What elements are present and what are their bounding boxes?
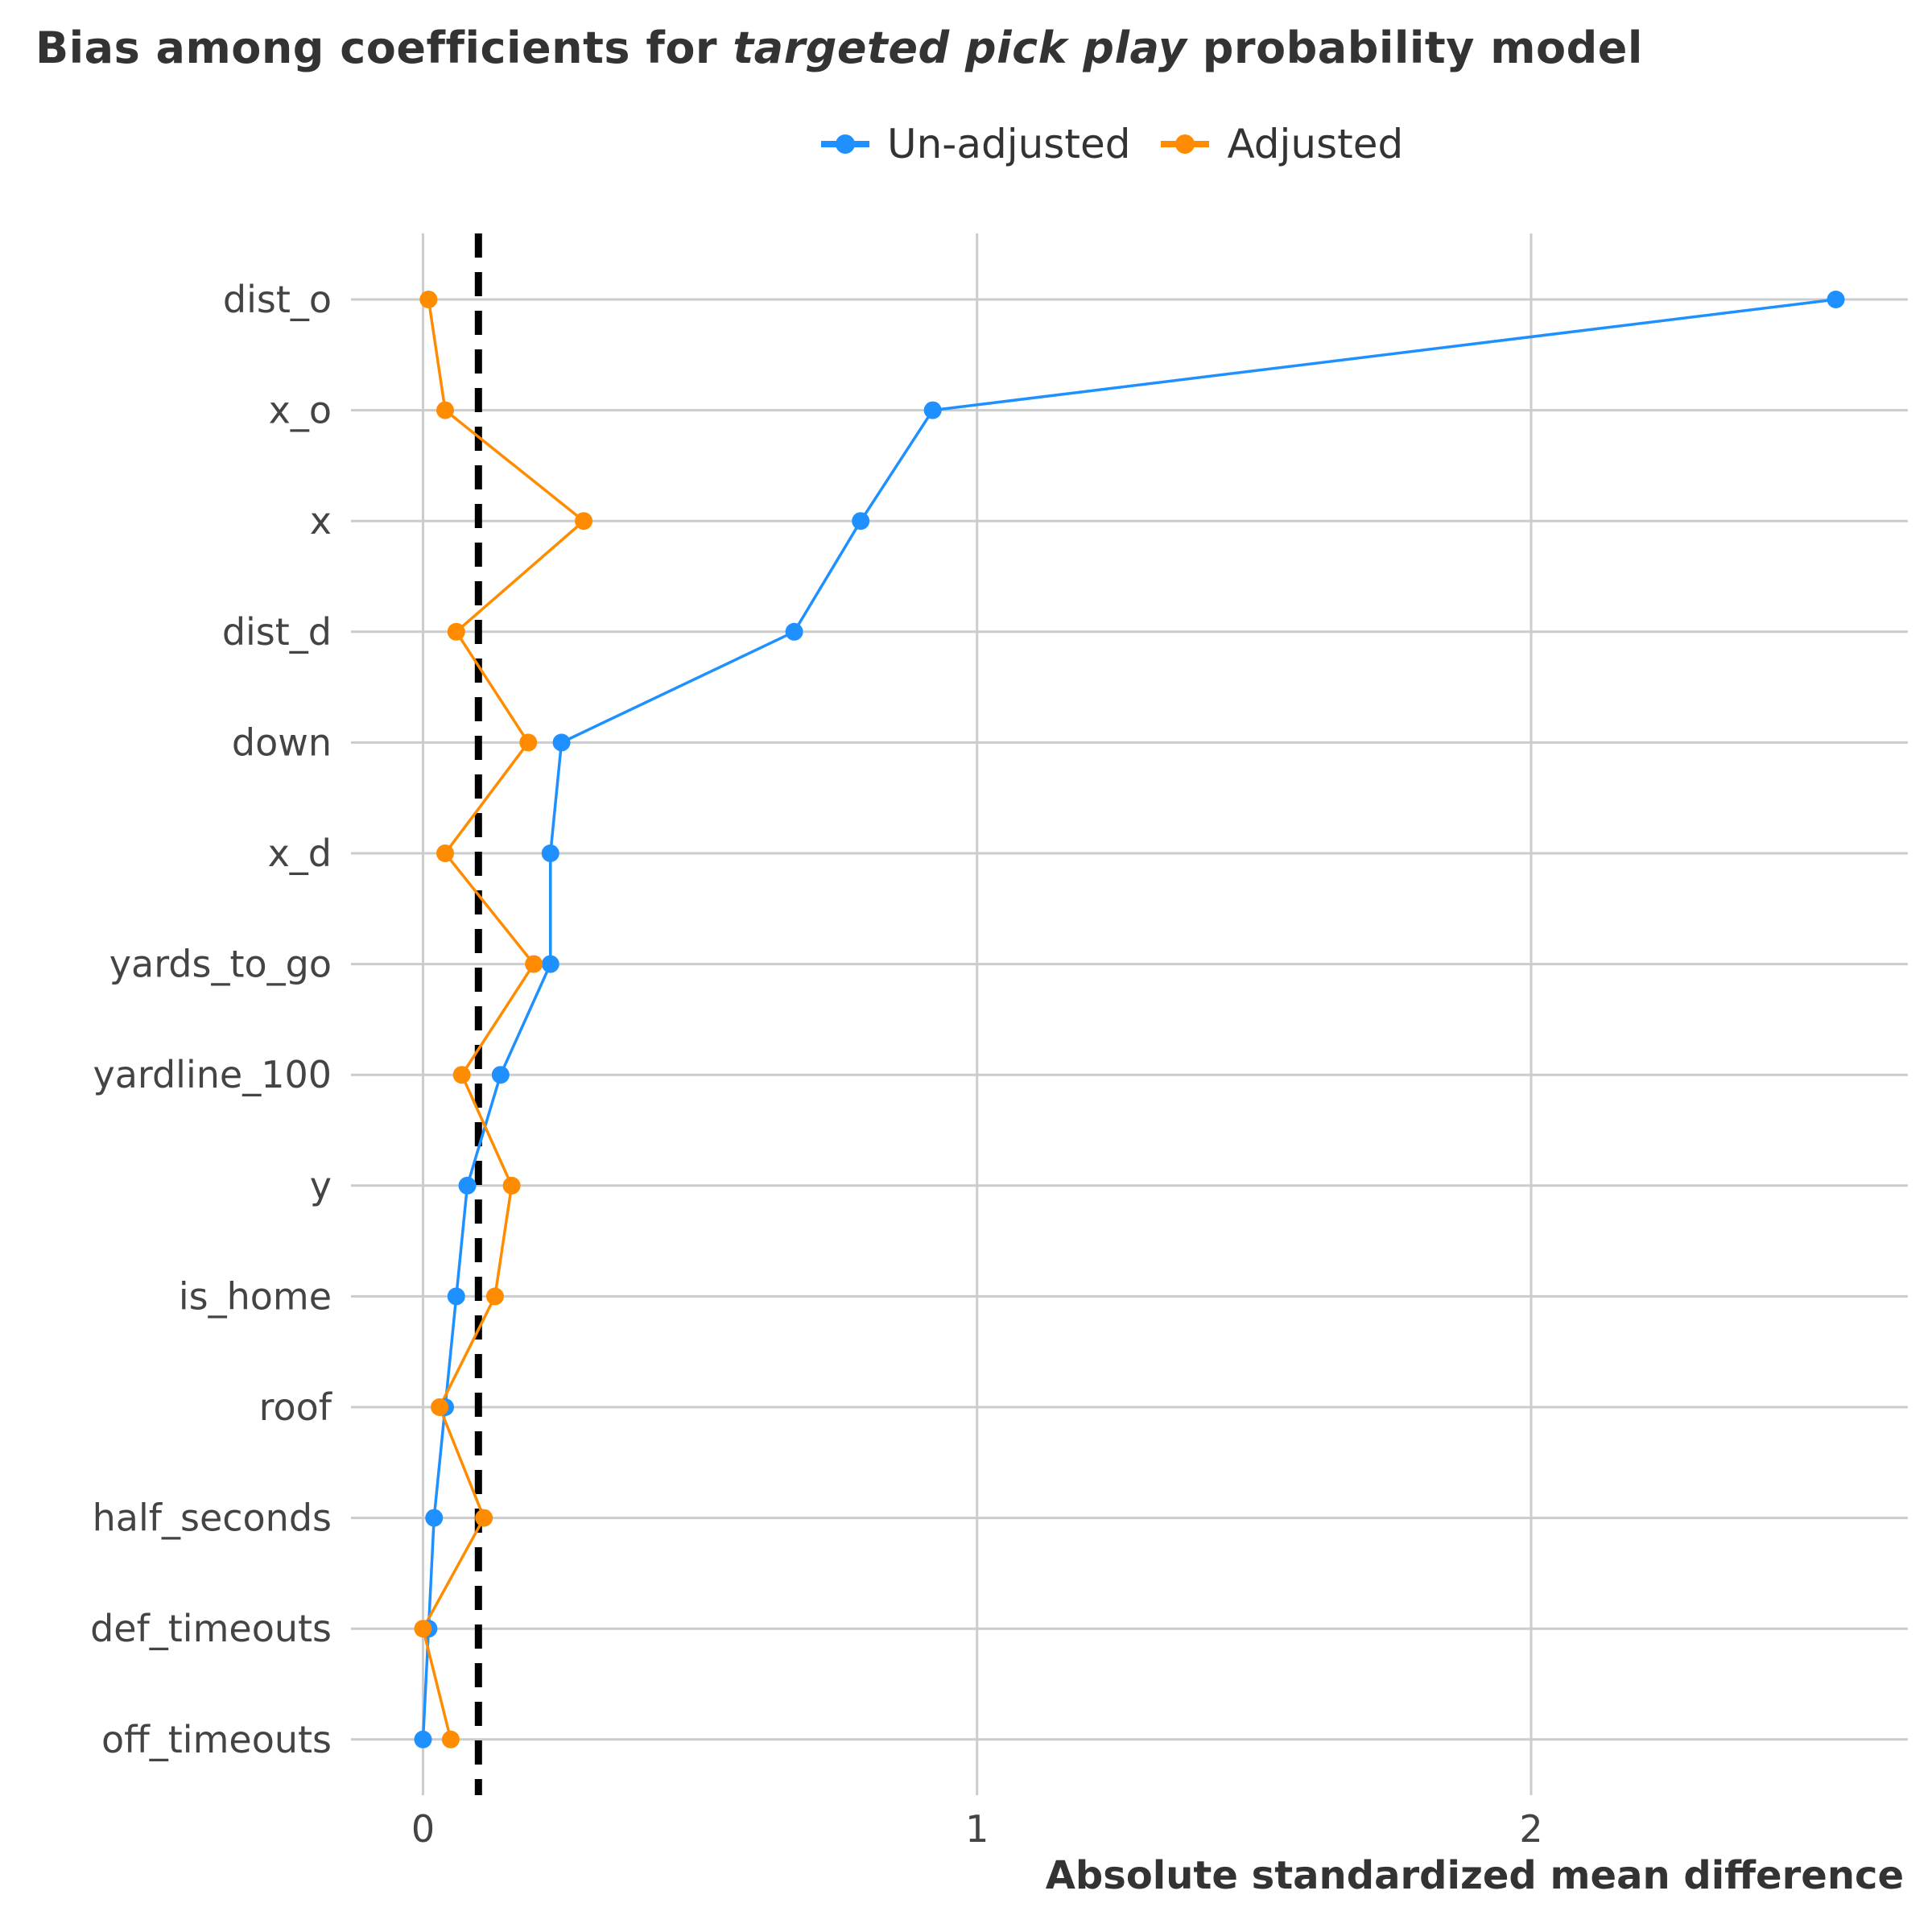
y-tick-label: dist_d <box>222 610 332 654</box>
data-point-adjusted <box>452 1066 471 1084</box>
y-tick-label: x_d <box>268 832 332 875</box>
data-point-un-adjusted <box>923 401 942 419</box>
data-point-adjusted <box>519 733 538 752</box>
legend: Un-adjusted Adjusted <box>821 121 1434 167</box>
y-tick-label: half_seconds <box>93 1496 332 1540</box>
data-point-adjusted <box>475 1509 493 1527</box>
data-point-un-adjusted <box>458 1176 477 1195</box>
data-point-un-adjusted <box>447 1287 465 1306</box>
chart-title: Bias among coefficients for targeted pic… <box>35 23 1643 73</box>
data-point-un-adjusted <box>425 1509 444 1527</box>
data-point-adjusted <box>525 955 543 973</box>
data-point-adjusted <box>414 1620 432 1638</box>
y-tick-label: y <box>310 1164 332 1208</box>
legend-item-unadjusted: Un-adjusted <box>821 121 1130 167</box>
y-tick-label: yardline_100 <box>93 1053 332 1096</box>
x-tick-label: 0 <box>411 1807 435 1851</box>
legend-label-unadjusted: Un-adjusted <box>887 121 1131 167</box>
series-line-adjusted <box>421 299 586 1740</box>
data-point-adjusted <box>436 844 455 862</box>
y-tick-label: off_timeouts <box>101 1718 332 1761</box>
data-point-adjusted <box>485 1287 504 1306</box>
series-line-un-adjusted <box>421 298 1836 1740</box>
y-tick-label: dist_o <box>223 278 332 321</box>
data-point-un-adjusted <box>414 1730 432 1748</box>
data-point-adjusted <box>575 512 593 530</box>
y-tick-label: down <box>232 720 332 764</box>
y-tick-label: roof <box>259 1385 333 1429</box>
y-tick-label: is_home <box>179 1274 332 1318</box>
data-point-adjusted <box>441 1730 460 1748</box>
x-axis-label: Absolute standardized mean difference <box>1045 1853 1904 1898</box>
legend-label-adjusted: Adjusted <box>1227 121 1404 167</box>
y-tick-label: x_o <box>269 389 332 432</box>
y-tick-label: def_timeouts <box>90 1607 332 1650</box>
legend-key-unadjusted <box>821 132 869 156</box>
legend-item-adjusted: Adjusted <box>1161 121 1403 167</box>
data-point-adjusted <box>447 622 465 641</box>
data-point-un-adjusted <box>541 955 559 973</box>
x-tick-label: 1 <box>965 1807 989 1851</box>
x-tick-label: 2 <box>1519 1807 1542 1851</box>
data-point-adjusted <box>431 1398 449 1416</box>
data-point-un-adjusted <box>552 733 571 752</box>
y-tick-label: yards_to_go <box>109 943 332 986</box>
data-point-un-adjusted <box>491 1066 510 1084</box>
data-point-un-adjusted <box>785 622 803 641</box>
data-point-un-adjusted <box>541 844 559 862</box>
y-tick-label: x <box>310 499 332 543</box>
data-point-un-adjusted <box>852 512 870 530</box>
legend-key-adjusted <box>1161 132 1210 156</box>
data-point-adjusted <box>436 401 455 419</box>
data-point-adjusted <box>502 1176 521 1195</box>
data-point-adjusted <box>419 291 438 308</box>
data-point-un-adjusted <box>1827 291 1845 308</box>
